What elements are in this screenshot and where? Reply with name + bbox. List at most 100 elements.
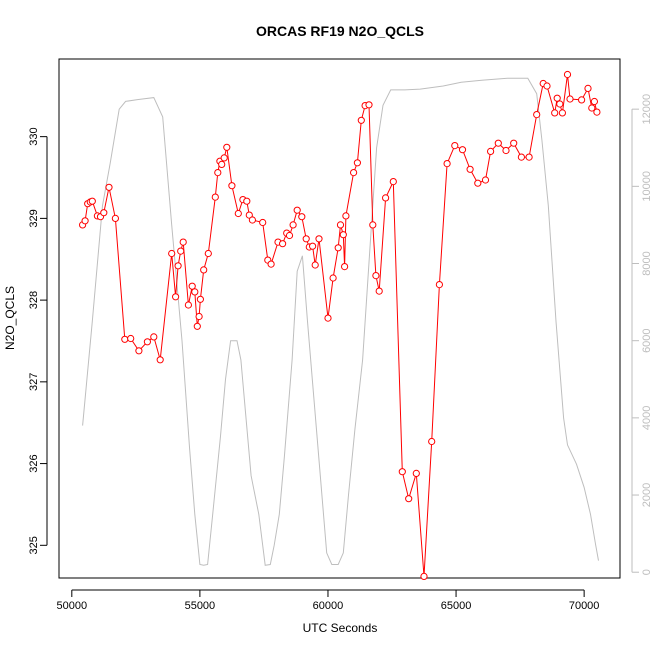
n2o-point — [458, 146, 467, 154]
x-tick-label: 70000 — [569, 600, 600, 612]
n2o-point — [188, 282, 196, 290]
n2o-point — [100, 209, 108, 217]
n2o-point — [193, 322, 201, 330]
n2o-point — [88, 197, 96, 205]
n2o-point — [135, 347, 143, 355]
n2o-point — [510, 139, 518, 147]
n2o-point — [111, 214, 120, 222]
n2o-point — [341, 263, 349, 271]
n2o-point — [350, 169, 358, 177]
n2o-point — [389, 178, 397, 186]
n2o-point — [315, 235, 323, 243]
n2o-point — [556, 100, 564, 108]
n2o-point — [593, 108, 601, 116]
x-tick-label: 55000 — [185, 600, 216, 612]
y-tick-label: 327 — [28, 373, 40, 391]
n2o-point — [428, 437, 436, 446]
n2o-point — [336, 221, 345, 229]
n2o-point — [196, 295, 204, 303]
n2o-point — [298, 213, 306, 221]
n2o-point — [228, 182, 236, 190]
x-tick-label: 65000 — [441, 600, 472, 612]
n2o-point — [172, 293, 180, 301]
n2o-point — [551, 109, 559, 117]
n2o-line — [82, 74, 598, 577]
n2o-point — [563, 70, 572, 79]
y2-tick-label: 6000 — [641, 328, 650, 352]
n2o-point — [204, 249, 212, 258]
n2o-point — [168, 249, 176, 258]
plot-frame — [58, 58, 621, 579]
n2o-point — [334, 244, 342, 252]
y2-tick-label: 0 — [641, 569, 650, 575]
n2o-point — [502, 146, 510, 155]
n2o-point — [543, 82, 551, 90]
n2o-point — [466, 165, 474, 173]
n2o-point — [494, 139, 502, 147]
n2o-point — [578, 96, 586, 104]
y2-tick-label: 12000 — [641, 94, 650, 125]
x-tick-label: 50000 — [57, 600, 88, 612]
n2o-point — [398, 468, 406, 476]
y2-tick-label: 2000 — [641, 483, 650, 507]
n2o-point — [525, 153, 533, 161]
n2o-point — [329, 274, 337, 282]
n2o-point — [267, 260, 275, 268]
n2o-point — [372, 272, 380, 280]
n2o-point — [342, 212, 350, 220]
n2o-point — [279, 240, 287, 248]
n2o-point — [365, 101, 373, 109]
n2o-point — [248, 216, 256, 224]
n2o-point — [566, 95, 574, 103]
n2o-point — [435, 281, 443, 289]
n2o-point — [584, 84, 592, 93]
altitude-series — [82, 77, 599, 566]
n2o-point — [200, 266, 208, 274]
n2o-point — [553, 94, 561, 102]
y-tick-label: 326 — [28, 454, 40, 472]
y-tick-label: 328 — [28, 291, 40, 309]
n2o-point — [487, 147, 495, 155]
x-axis-label: UTC Seconds — [303, 621, 378, 635]
n2o-point — [558, 109, 567, 117]
n2o-point — [443, 160, 451, 168]
n2o-point — [339, 231, 347, 239]
n2o-point — [121, 335, 129, 343]
n2o-point — [81, 217, 89, 225]
n2o-point — [293, 206, 301, 214]
n2o-point — [214, 169, 222, 177]
n2o-point — [420, 572, 428, 581]
n2o-point — [234, 209, 242, 218]
n2o-point — [311, 261, 319, 269]
n2o-point — [243, 197, 251, 205]
n2o-point — [588, 104, 596, 112]
n2o-point — [218, 160, 226, 168]
chart-title: ORCAS RF19 N2O_QCLS — [256, 23, 424, 39]
n2o-point — [156, 356, 164, 364]
n2o-point — [191, 288, 199, 296]
n2o-point — [375, 287, 383, 295]
altitude-line — [82, 77, 599, 566]
n2o-point — [127, 334, 135, 343]
n2o-point — [451, 142, 459, 150]
n2o-point — [357, 116, 365, 124]
n2o-point — [143, 338, 151, 346]
n2o-point — [259, 218, 267, 227]
n2o-point — [369, 221, 377, 229]
n2o-point — [474, 179, 482, 187]
n2o-point — [309, 242, 317, 250]
n2o-point — [195, 312, 203, 321]
n2o-point — [179, 238, 187, 246]
n2o-point — [590, 97, 599, 106]
n2o-point — [285, 231, 294, 240]
y-tick-label: 325 — [28, 536, 40, 554]
x-tick-label: 60000 — [313, 600, 344, 612]
n2o-point — [353, 159, 361, 167]
y-tick-label: 329 — [28, 209, 40, 227]
n2o-point — [177, 247, 185, 255]
axes: 50000 55000 60000 65000 70000325326327328329… — [28, 94, 650, 612]
n2o-point — [324, 314, 332, 322]
y2-tick-label: 8000 — [641, 251, 650, 275]
